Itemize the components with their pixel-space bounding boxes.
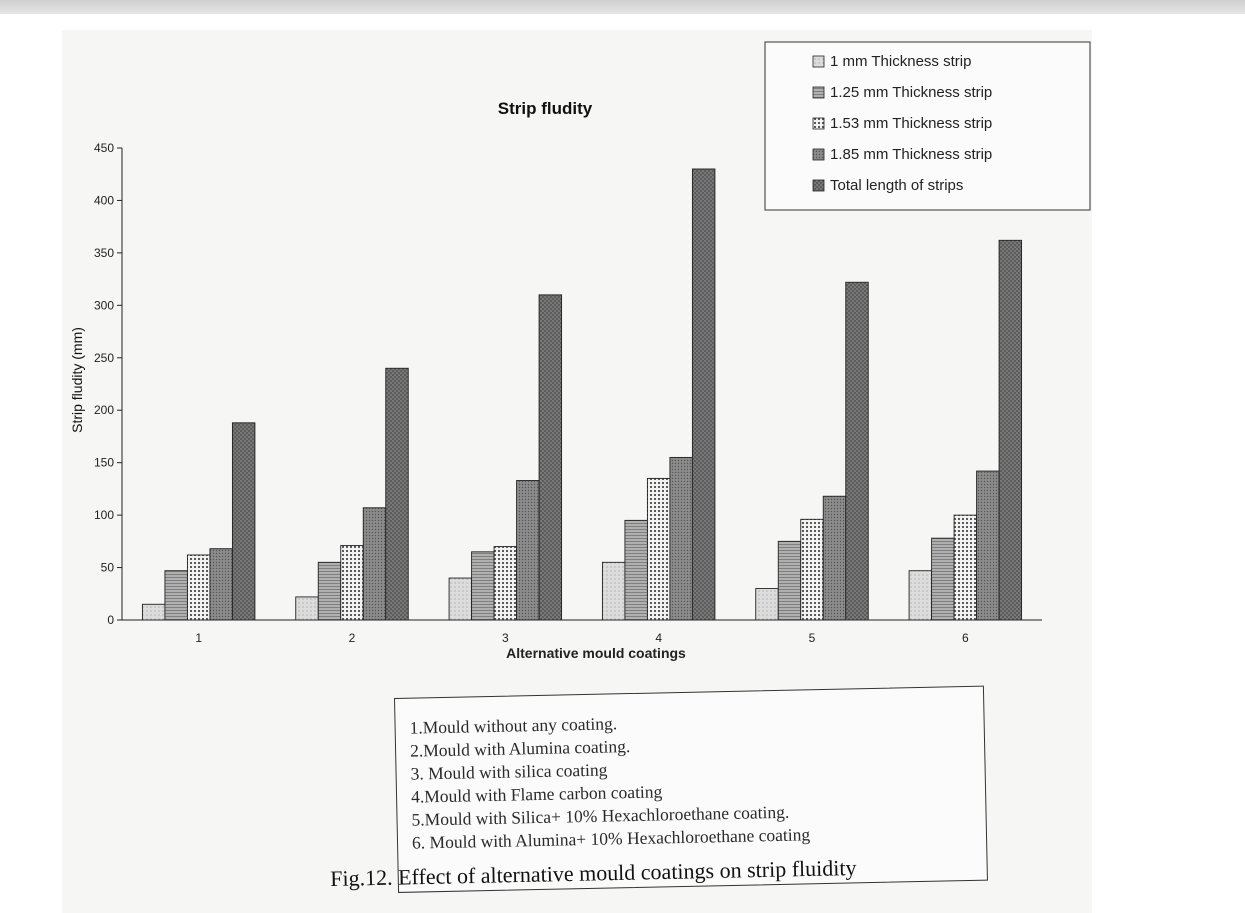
y-tick-label: 300 bbox=[94, 298, 114, 312]
legend-label: 1.85 mm Thickness strip bbox=[830, 146, 992, 163]
y-tick-label: 100 bbox=[94, 508, 114, 522]
chart-title: Strip fludity bbox=[498, 99, 593, 118]
bar bbox=[755, 588, 779, 621]
bar bbox=[931, 537, 955, 621]
bar bbox=[624, 519, 648, 621]
legend-label: Total length of strips bbox=[830, 177, 963, 194]
bar bbox=[691, 168, 716, 621]
y-axis: 0 50 100 150 200 250 300 350 400 450 bbox=[94, 141, 123, 627]
scanned-page: Strip fludity 0 50 100 150 200 250 300 350 400 45… bbox=[62, 30, 1092, 913]
y-tick-label: 400 bbox=[94, 193, 114, 207]
y-tick-label: 50 bbox=[101, 561, 115, 575]
x-axis-label: Alternative mould coatings bbox=[506, 645, 686, 661]
bar bbox=[186, 554, 211, 621]
bar bbox=[362, 507, 387, 621]
x-axis: 1 2 3 4 5 6 bbox=[122, 619, 1042, 645]
bar bbox=[800, 518, 824, 621]
bar bbox=[953, 514, 978, 621]
legend-swatch bbox=[812, 86, 825, 99]
bar bbox=[646, 477, 671, 621]
bar bbox=[493, 546, 518, 621]
y-tick-label: 0 bbox=[107, 613, 114, 627]
legend-swatch bbox=[812, 148, 825, 161]
legend-label: 1.53 mm Thickness strip bbox=[830, 115, 992, 132]
bar bbox=[777, 540, 802, 621]
bar bbox=[845, 281, 869, 621]
y-tick-label: 250 bbox=[94, 351, 114, 365]
y-tick-label: 450 bbox=[94, 141, 114, 155]
bar-chart: Strip fludity 05010015020025030035040045… bbox=[69, 41, 1091, 661]
bar bbox=[317, 561, 342, 621]
bar bbox=[295, 596, 319, 621]
legend-swatch bbox=[812, 117, 825, 130]
bar bbox=[538, 294, 563, 621]
x-tick-label: 6 bbox=[962, 631, 969, 645]
bar bbox=[998, 239, 1023, 621]
bar bbox=[976, 470, 1000, 621]
legend: 1 mm Thickness strip 1.25 mm Thickness st… bbox=[764, 41, 1091, 211]
bar bbox=[340, 545, 364, 621]
x-tick-label: 4 bbox=[655, 631, 662, 645]
bar bbox=[908, 570, 933, 621]
legend-swatch bbox=[812, 55, 825, 68]
bar bbox=[822, 495, 847, 621]
y-tick-label: 350 bbox=[94, 246, 114, 260]
y-axis-label: Strip fludity (mm) bbox=[69, 327, 85, 433]
x-tick-label: 5 bbox=[809, 631, 816, 645]
legend-label: 1 mm Thickness strip bbox=[830, 53, 971, 70]
bar bbox=[669, 456, 693, 621]
x-tick-label: 2 bbox=[349, 631, 356, 645]
legend-swatch bbox=[812, 179, 825, 192]
bar bbox=[141, 603, 166, 621]
bar bbox=[516, 480, 540, 621]
bar bbox=[448, 577, 473, 621]
x-tick-label: 3 bbox=[502, 631, 509, 645]
y-tick-label: 200 bbox=[94, 403, 114, 417]
x-tick-label: 1 bbox=[195, 631, 202, 645]
bar bbox=[164, 570, 188, 621]
bars bbox=[141, 168, 1023, 621]
y-tick-label: 150 bbox=[94, 456, 114, 470]
legend-label: 1.25 mm Thickness strip bbox=[830, 84, 992, 101]
bar bbox=[231, 422, 256, 621]
bar bbox=[385, 367, 409, 621]
scan-top-edge bbox=[0, 0, 1245, 14]
bar bbox=[209, 548, 233, 621]
bar bbox=[471, 551, 495, 621]
bar bbox=[601, 561, 626, 621]
